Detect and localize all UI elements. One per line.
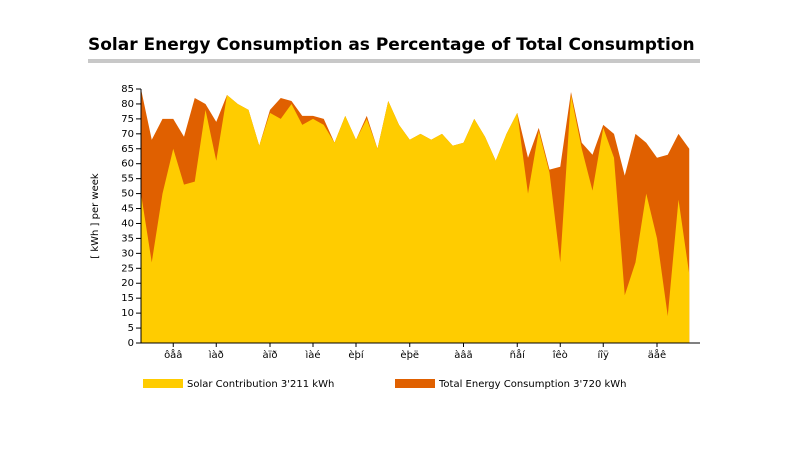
area — [141, 94, 690, 343]
y-tick-label: 45 — [121, 204, 134, 215]
y-axis-label: [ kWh ] per week — [90, 173, 101, 259]
y-tick-label: 35 — [121, 233, 134, 244]
y-tick-label: 80 — [121, 99, 134, 110]
y-tick-label: 85 — [121, 84, 134, 95]
x-tick-label: èþë — [400, 349, 419, 361]
y-tick-label: 40 — [121, 218, 134, 229]
x-tick-label: îêò — [552, 349, 568, 361]
x-tick-label: íîÿ — [598, 349, 610, 361]
x-tick-label: ñåí — [510, 348, 526, 361]
x-tick-label: ìàð — [208, 349, 224, 361]
title-underline — [88, 59, 700, 63]
y-tick-label: 55 — [121, 174, 134, 185]
chart-title: Solar Energy Consumption as Percentage o… — [88, 35, 695, 55]
x-tick-label: àïð — [262, 349, 277, 361]
legend-swatch — [395, 379, 435, 388]
y-tick-label: 60 — [121, 159, 134, 170]
y-tick-label: 50 — [121, 189, 134, 200]
y-tick-label: 20 — [121, 278, 134, 289]
y-tick-label: 70 — [121, 129, 134, 140]
x-tick-label: èþí — [348, 349, 365, 361]
x-tick-label: àâã — [454, 349, 472, 361]
legend-label: Solar Contribution 3'211 kWh — [187, 379, 334, 390]
legend-label: Total Energy Consumption 3'720 kWh — [438, 379, 627, 390]
x-tick-label: ôåâ — [164, 348, 182, 361]
y-tick-label: 5 — [128, 323, 134, 334]
y-tick-label: 25 — [121, 263, 134, 274]
y-tick-label: 0 — [128, 338, 134, 349]
y-tick-label: 65 — [121, 144, 134, 155]
y-tick-label: 15 — [121, 293, 134, 304]
legend-swatch — [143, 379, 183, 388]
x-tick-label: ìàé — [304, 349, 320, 361]
y-tick-label: 75 — [121, 114, 134, 125]
y-tick-label: 10 — [121, 308, 134, 319]
x-tick-label: äåê — [648, 348, 666, 361]
y-tick-label: 30 — [121, 248, 134, 259]
